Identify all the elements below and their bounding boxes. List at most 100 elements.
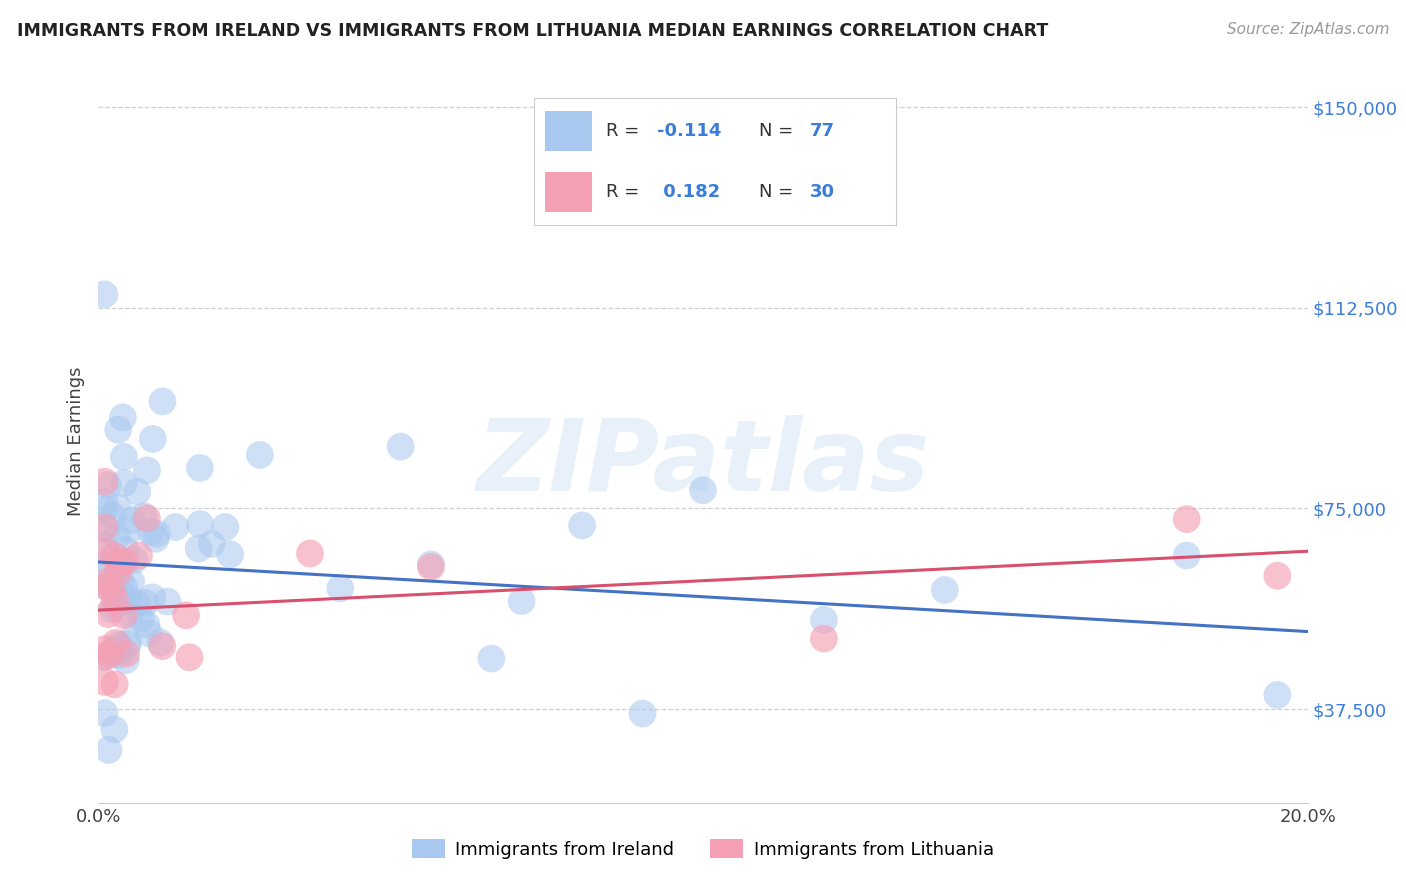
Point [100,646,122,660]
Point [117,635,139,649]
Point [128,549,150,563]
Point [98,648,121,662]
Point [571,518,593,533]
Point [103,549,125,563]
Point [104,636,127,650]
Point [93,648,115,663]
Point [101,582,124,597]
Point [112,581,135,595]
Point [139,524,162,539]
Point [97,478,120,492]
Y-axis label: Median Earnings: Median Earnings [66,367,84,516]
Point [1267,568,1289,582]
Point [93,706,115,721]
Point [110,574,132,589]
Point [118,608,141,623]
Point [149,635,172,649]
Point [104,593,127,607]
Point [93,502,115,516]
Point [112,450,135,464]
Point [115,653,138,667]
Point [299,547,322,561]
Point [93,538,115,552]
Point [813,613,835,627]
Point [103,599,125,613]
Point [107,500,129,515]
Point [93,564,115,578]
Point [146,526,169,541]
Point [98,582,121,596]
Point [179,650,201,665]
Point [117,637,139,651]
Point [96,574,118,589]
Point [134,596,156,610]
Point [105,530,128,544]
Point [135,617,157,632]
Text: Source: ZipAtlas.com: Source: ZipAtlas.com [1226,22,1389,37]
Point [187,541,209,556]
Point [111,592,134,607]
Point [114,542,136,557]
Point [329,582,352,596]
Text: ZIPatlas: ZIPatlas [477,415,929,512]
Text: IMMIGRANTS FROM IRELAND VS IMMIGRANTS FROM LITHUANIA MEDIAN EARNINGS CORRELATION: IMMIGRANTS FROM IRELAND VS IMMIGRANTS FR… [17,22,1047,40]
Point [107,423,129,437]
Point [111,410,134,425]
Point [150,639,173,653]
Point [132,509,155,524]
Point [93,475,115,489]
Point [125,597,148,611]
Point [1175,512,1198,526]
Point [934,582,956,597]
Point [631,706,654,721]
Point [420,560,443,574]
Point [138,626,160,640]
Point [96,522,118,536]
Point [124,552,146,566]
Point [201,537,224,551]
Point [94,544,117,558]
Point [115,647,138,661]
Point [93,495,115,509]
Point [107,648,129,662]
Point [114,555,136,569]
Point [127,484,149,499]
Point [115,591,138,606]
Point [112,476,135,491]
Point [188,461,211,475]
Point [93,520,115,534]
Point [93,650,115,665]
Point [1267,688,1289,702]
Point [249,448,271,462]
Point [142,432,165,446]
Point [389,440,412,454]
Point [104,677,127,691]
Point [110,640,132,655]
Point [174,608,197,623]
Point [97,743,120,757]
Point [813,632,835,646]
Point [136,463,159,477]
Point [152,394,174,409]
Point [121,513,143,527]
Point [94,675,117,690]
Point [1175,549,1198,563]
Point [111,554,134,568]
Point [141,591,163,605]
Point [481,651,503,665]
Point [420,558,443,572]
Legend: Immigrants from Ireland, Immigrants from Lithuania: Immigrants from Ireland, Immigrants from… [405,832,1001,866]
Point [165,520,187,534]
Point [145,532,167,546]
Point [156,594,179,608]
Point [107,566,129,580]
Point [93,287,115,301]
Point [101,602,124,616]
Point [97,607,120,621]
Point [188,517,211,532]
Point [214,520,236,534]
Point [219,547,242,561]
Point [129,611,152,625]
Point [118,593,141,607]
Point [101,508,124,523]
